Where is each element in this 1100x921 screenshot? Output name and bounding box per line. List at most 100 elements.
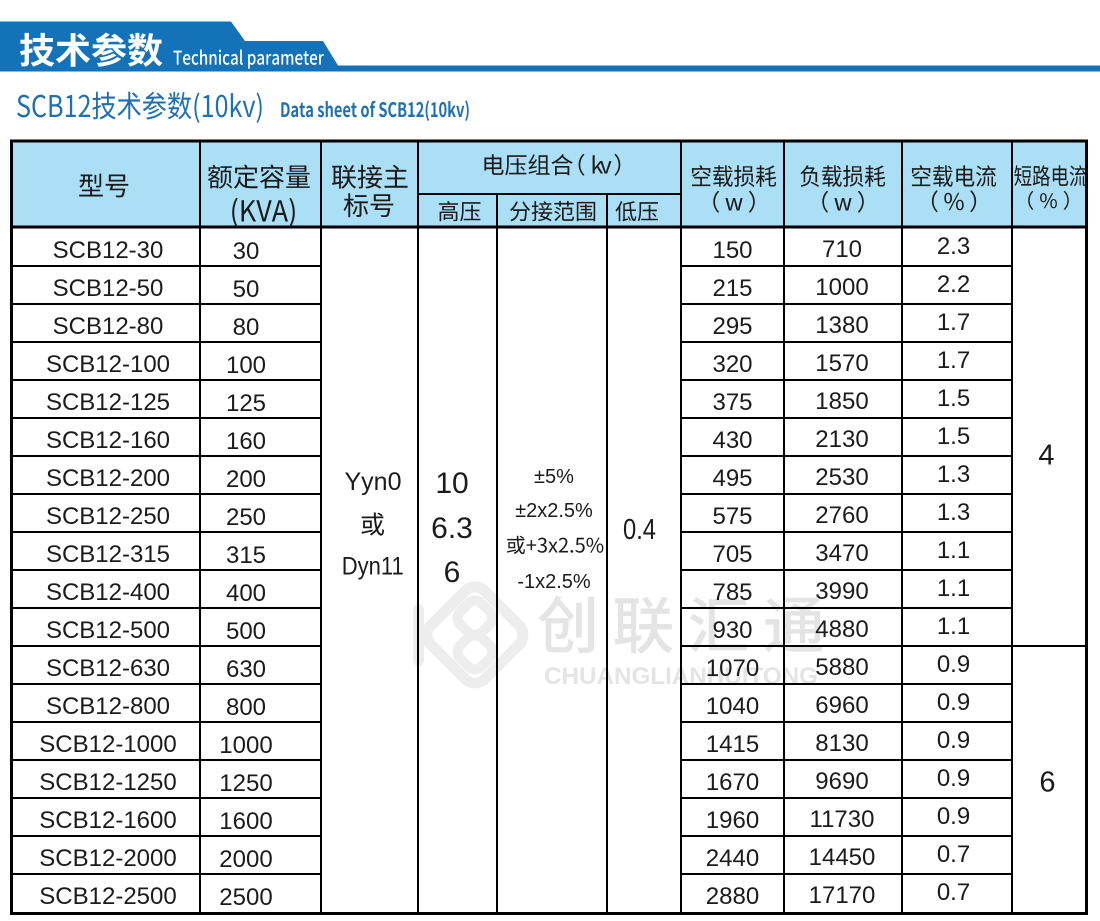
svg-text:SCB12-30: SCB12-30 <box>53 237 164 264</box>
svg-text:1.3: 1.3 <box>937 499 970 526</box>
svg-text:250: 250 <box>226 504 266 531</box>
svg-text:1.1: 1.1 <box>937 575 970 602</box>
svg-text:14450: 14450 <box>809 844 876 871</box>
svg-text:0.9: 0.9 <box>937 765 970 792</box>
svg-text:2760: 2760 <box>815 502 868 529</box>
svg-text:315: 315 <box>226 542 266 569</box>
svg-text:800: 800 <box>226 694 266 721</box>
svg-text:1070: 1070 <box>706 655 759 682</box>
svg-text:2530: 2530 <box>815 464 868 491</box>
svg-text:710: 710 <box>822 236 862 263</box>
svg-text:4: 4 <box>1038 440 1054 472</box>
svg-text:4880: 4880 <box>815 616 868 643</box>
svg-text:2.2: 2.2 <box>937 271 970 298</box>
svg-text:200: 200 <box>226 466 266 493</box>
svg-text:3470: 3470 <box>815 540 868 567</box>
svg-text:0.7: 0.7 <box>937 879 970 906</box>
svg-text:SCB12-250: SCB12-250 <box>46 503 170 530</box>
svg-text:930: 930 <box>712 617 752 644</box>
svg-text:785: 785 <box>712 579 752 606</box>
svg-text:1040: 1040 <box>706 693 759 720</box>
svg-text:1.7: 1.7 <box>937 347 970 374</box>
svg-text:125: 125 <box>226 390 266 417</box>
svg-text:SCB12-1250: SCB12-1250 <box>39 769 176 796</box>
svg-text:160: 160 <box>226 428 266 455</box>
svg-text:2000: 2000 <box>219 846 272 873</box>
svg-text:1250: 1250 <box>219 770 272 797</box>
svg-text:SCB12-160: SCB12-160 <box>46 427 170 454</box>
svg-text:SCB12-630: SCB12-630 <box>46 655 170 682</box>
svg-text:1570: 1570 <box>815 350 868 377</box>
svg-text:630: 630 <box>226 656 266 683</box>
svg-text:SCB12-2500: SCB12-2500 <box>39 883 176 910</box>
svg-text:SCB12-80: SCB12-80 <box>53 313 164 340</box>
svg-text:11730: 11730 <box>810 806 875 833</box>
svg-text:SCB12-100: SCB12-100 <box>46 351 170 378</box>
svg-text:320: 320 <box>712 351 752 378</box>
svg-text:1380: 1380 <box>815 312 868 339</box>
svg-text:8130: 8130 <box>815 730 868 757</box>
svg-text:SCB12-50: SCB12-50 <box>53 275 164 302</box>
svg-text:0.4: 0.4 <box>623 514 656 546</box>
svg-text:0.9: 0.9 <box>937 651 970 678</box>
svg-text:1670: 1670 <box>706 769 759 796</box>
svg-text:10: 10 <box>435 467 468 500</box>
svg-text:0.9: 0.9 <box>937 689 970 716</box>
svg-text:80: 80 <box>233 314 260 341</box>
svg-text:0.9: 0.9 <box>937 803 970 830</box>
svg-text:SCB12-200: SCB12-200 <box>46 465 170 492</box>
svg-text:Dyn11: Dyn11 <box>342 553 404 581</box>
svg-text:1.5: 1.5 <box>937 385 970 412</box>
svg-text:50: 50 <box>233 276 260 303</box>
svg-text:SCB12-800: SCB12-800 <box>46 693 170 720</box>
svg-text:150: 150 <box>712 237 752 264</box>
svg-text:2440: 2440 <box>706 845 759 872</box>
svg-text:3990: 3990 <box>815 578 868 605</box>
svg-text:705: 705 <box>712 541 752 568</box>
svg-text:1.1: 1.1 <box>937 613 970 640</box>
svg-text:0.7: 0.7 <box>937 841 970 868</box>
svg-text:SCB12-125: SCB12-125 <box>46 389 170 416</box>
svg-text:6960: 6960 <box>815 692 868 719</box>
svg-text:SCB12-400: SCB12-400 <box>46 579 170 606</box>
svg-text:1000: 1000 <box>815 274 868 301</box>
svg-text:SCB12-2000: SCB12-2000 <box>39 845 176 872</box>
svg-text:430: 430 <box>712 427 752 454</box>
svg-text:0.9: 0.9 <box>937 727 970 754</box>
svg-text:1850: 1850 <box>815 388 868 415</box>
svg-text:1000: 1000 <box>219 732 272 759</box>
svg-text:SCB12-315: SCB12-315 <box>46 541 170 568</box>
svg-text:1.1: 1.1 <box>937 537 970 564</box>
svg-text:295: 295 <box>712 313 752 340</box>
svg-text:575: 575 <box>712 503 752 530</box>
svg-text:5880: 5880 <box>815 654 868 681</box>
svg-text:6: 6 <box>1039 767 1055 799</box>
svg-text:2130: 2130 <box>815 426 868 453</box>
svg-text:17170: 17170 <box>809 882 876 909</box>
svg-text:100: 100 <box>226 352 266 379</box>
svg-text:2.3: 2.3 <box>937 233 970 260</box>
svg-text:375: 375 <box>712 389 752 416</box>
svg-text:6: 6 <box>444 556 461 589</box>
svg-text:SCB12-1000: SCB12-1000 <box>39 731 176 758</box>
svg-text:1.3: 1.3 <box>937 461 970 488</box>
svg-text:1600: 1600 <box>219 808 272 835</box>
svg-text:2500: 2500 <box>219 884 272 911</box>
svg-text:1960: 1960 <box>706 807 759 834</box>
svg-text:30: 30 <box>233 238 260 265</box>
svg-text:1.7: 1.7 <box>937 309 970 336</box>
svg-text:6.3: 6.3 <box>431 512 473 545</box>
svg-text:SCB12-1600: SCB12-1600 <box>39 807 176 834</box>
svg-text:500: 500 <box>226 618 266 645</box>
svg-text:400: 400 <box>226 580 266 607</box>
svg-text:1415: 1415 <box>706 731 759 758</box>
svg-text:2880: 2880 <box>706 883 759 910</box>
svg-text:Yyn0: Yyn0 <box>345 468 402 496</box>
svg-text:9690: 9690 <box>815 768 868 795</box>
svg-text:±5%: ±5% <box>534 466 574 488</box>
svg-text:215: 215 <box>712 275 752 302</box>
svg-text:1.5: 1.5 <box>937 423 970 450</box>
svg-text:495: 495 <box>712 465 752 492</box>
svg-text:-1x2.5%: -1x2.5% <box>517 571 591 593</box>
svg-text:±2x2.5%: ±2x2.5% <box>515 500 593 522</box>
